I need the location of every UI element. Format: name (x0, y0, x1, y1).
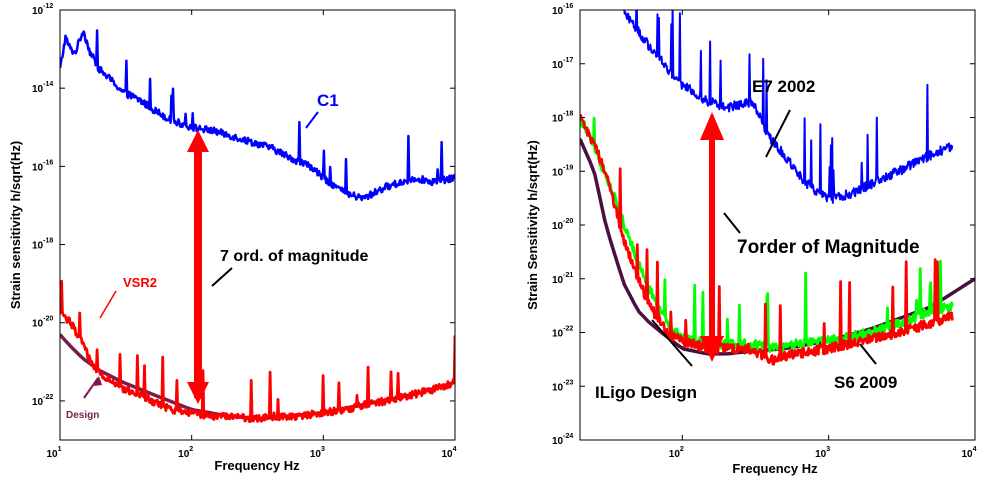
c1-label: C1 (317, 91, 339, 110)
right-series-s6-2009 (580, 113, 954, 366)
s6-pointer (859, 343, 877, 365)
left-series-c1 (60, 29, 455, 202)
left-x-tick-label: 102 (178, 446, 193, 460)
left-series-vsr2 (60, 279, 455, 424)
right-y-tick-label: 10-24 (552, 433, 573, 447)
left-y-tick-label: 10-16 (32, 159, 53, 173)
right-plot-frame (579, 9, 976, 441)
left-magnitude-label: 7 ord. of magnitude (220, 248, 369, 265)
right-series-e7-2002 (623, 10, 954, 204)
left-x-axis-title: Frequency Hz (214, 458, 300, 473)
left-x-tick-label: 104 (441, 446, 456, 460)
left-x-tick-label: 103 (310, 446, 325, 460)
left-x-tick-label: 101 (46, 446, 61, 460)
right-series-layer (580, 10, 975, 366)
e7-label: E7 2002 (752, 77, 815, 96)
right-x-tick-label: 103 (815, 446, 830, 460)
right-x-tick-label: 104 (961, 446, 976, 460)
right-y-tick-label: 10-21 (552, 272, 573, 286)
iligo-pointer (651, 319, 693, 367)
left-y-tick-label: 10-20 (32, 316, 53, 330)
iligo-design-label: ILigo Design (595, 383, 697, 402)
right-magnitude-arrow-head-up (700, 112, 724, 140)
right-magnitude-pointer (723, 212, 741, 234)
left-magnitude-arrow-head-down (187, 382, 209, 404)
left-y-tick-label: 10-18 (32, 238, 53, 252)
right-x-tick-label: 102 (669, 446, 684, 460)
right-y-tick-label: 10-16 (552, 3, 573, 17)
left-y-axis-title: Strain sensitivity h/sqrt(Hz) (8, 141, 23, 309)
left-y-tick-label: 10-22 (32, 394, 53, 408)
vsr2-label: VSR2 (123, 275, 157, 290)
right-y-tick-label: 10-20 (552, 218, 573, 232)
right-y-tick-label: 10-19 (552, 164, 573, 178)
right-magnitude-arrow-head-down (700, 336, 724, 362)
right-magnitude-label: 7order of Magnitude (737, 237, 920, 258)
left-y-tick-label: 10-12 (32, 3, 53, 17)
c1-pointer (305, 111, 319, 129)
right-y-axis-title: Strain Sensitivity h/sqrt(Hz) (525, 140, 540, 310)
left-magnitude-arrow-head-up (187, 130, 209, 152)
left-magnitude-pointer (211, 267, 233, 287)
left-y-tick-label: 10-14 (32, 81, 53, 95)
right-y-tick-label: 10-18 (552, 111, 573, 125)
left-chart: 101 102 103 104 10-22 10-20 10-18 10-16 10-14 10-… (8, 3, 457, 473)
e7-pointer (765, 109, 791, 158)
right-x-axis-title: Frequency Hz (732, 461, 818, 476)
design-label: Design (66, 410, 99, 421)
s6-label: S6 2009 (834, 373, 897, 392)
right-chart: 102 103 104 10-24 10-23 10-22 10-21 10-20 10-19 1… (525, 3, 977, 476)
right-y-tick-label: 10-17 (552, 57, 573, 71)
left-series-layer (60, 29, 455, 424)
design-pointer-head (94, 376, 102, 386)
design-pointer (83, 377, 99, 399)
vsr2-pointer (99, 290, 117, 319)
right-y-tick-label: 10-23 (552, 379, 573, 393)
left-plot-frame (59, 9, 456, 441)
right-y-tick-label: 10-22 (552, 326, 573, 340)
